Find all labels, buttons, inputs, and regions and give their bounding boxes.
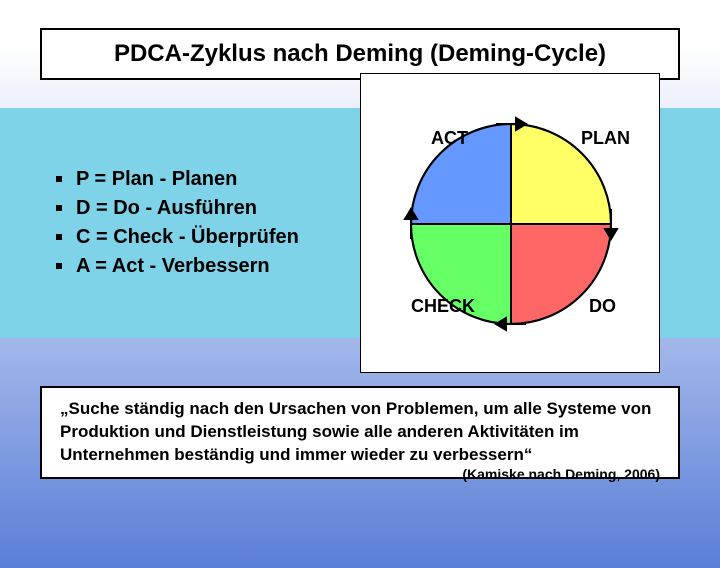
list-item: C = Check - Überprüfen xyxy=(56,226,299,249)
quote-box: „Suche ständig nach den Ursachen von Pro… xyxy=(40,386,680,479)
cycle-svg: ACT PLAN CHECK DO xyxy=(371,84,651,364)
quote-text: „Suche ständig nach den Ursachen von Pro… xyxy=(60,399,651,464)
label-act: ACT xyxy=(431,128,468,148)
page-title: PDCA-Zyklus nach Deming (Deming-Cycle) xyxy=(62,40,658,68)
label-do: DO xyxy=(589,296,616,316)
list-item: A = Act - Verbessern xyxy=(56,255,299,278)
content-band: P = Plan - Planen D = Do - Ausführen C =… xyxy=(0,108,720,338)
label-plan: PLAN xyxy=(581,128,630,148)
quote-citation: (Kamiske nach Deming, 2006) xyxy=(462,465,660,484)
list-item: D = Do - Ausführen xyxy=(56,197,299,220)
label-check: CHECK xyxy=(411,296,475,316)
pdca-cycle-diagram: ACT PLAN CHECK DO xyxy=(360,73,660,373)
list-item: P = Plan - Planen xyxy=(56,168,299,191)
bullet-list: P = Plan - Planen D = Do - Ausführen C =… xyxy=(0,162,299,284)
